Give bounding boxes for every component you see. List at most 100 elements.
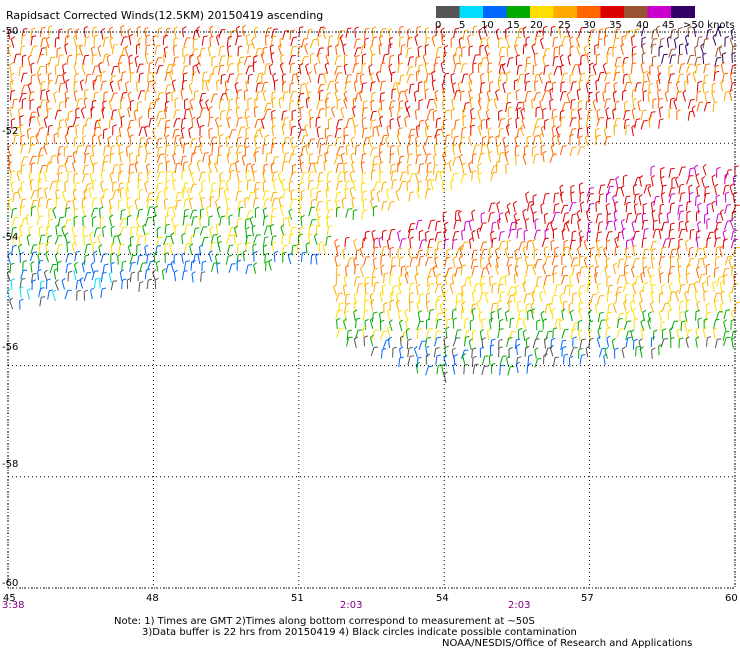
wind-barb [271, 92, 273, 102]
wind-barb-flag [362, 53, 367, 56]
wind-barb [227, 147, 230, 157]
wind-barb-flag [117, 233, 122, 237]
wind-barb-flag [563, 300, 568, 303]
wind-barb-flag [345, 264, 350, 268]
wind-barb-flag [85, 152, 90, 155]
wind-barb-flag [343, 90, 348, 94]
wind-barb [97, 236, 102, 246]
wind-barb [578, 65, 581, 75]
wind-barb [604, 99, 608, 109]
wind-barb-flag [30, 62, 35, 66]
wind-barb [317, 74, 320, 84]
wind-barb-flag [40, 280, 45, 283]
wind-barb [280, 226, 285, 236]
wind-barb [614, 66, 618, 76]
wind-barb-flag [32, 279, 37, 282]
wind-barb [81, 198, 84, 208]
wind-barb-flag [10, 262, 15, 265]
wind-barb-flag [658, 343, 663, 347]
wind-barb [195, 65, 200, 74]
wind-barb-flag [94, 91, 99, 94]
wind-barb [530, 206, 534, 215]
wind-barb [520, 110, 524, 120]
wind-barb [215, 36, 220, 46]
wind-barb [459, 138, 462, 148]
wind-barb [244, 138, 246, 149]
wind-barb-flag [442, 211, 447, 214]
wind-barb [497, 310, 500, 320]
wind-barb-flag [55, 224, 60, 227]
wind-barb [190, 261, 193, 271]
wind-barb-flag [495, 247, 499, 251]
wind-barb [128, 207, 130, 217]
wind-barb [379, 293, 383, 303]
wind-barb-flag [384, 53, 389, 56]
wind-barb [345, 75, 349, 85]
wind-barb [152, 272, 156, 281]
wind-barb [701, 283, 705, 293]
wind-barb [406, 340, 409, 350]
wind-barb-flag [477, 108, 482, 112]
wind-barb-flag [220, 64, 225, 67]
wind-barb [650, 303, 654, 313]
wind-barb [719, 211, 724, 221]
wind-barb [134, 200, 138, 210]
wind-barb-flag [668, 282, 673, 286]
wind-barb [109, 83, 114, 93]
wind-barb-flag [118, 199, 123, 202]
wind-barb [345, 28, 348, 38]
wind-barb-flag [474, 265, 479, 268]
wind-barb-flag [112, 181, 117, 184]
wind-barb [144, 55, 149, 65]
wind-barb-flag [726, 309, 731, 311]
wind-barb [217, 243, 221, 253]
wind-barb-flag [717, 25, 722, 29]
wind-barb [139, 263, 143, 272]
wind-barb-flag [504, 145, 509, 148]
wind-barb-flag [602, 90, 607, 94]
wind-barb-flag [580, 201, 585, 205]
wind-barb-flag [438, 240, 443, 243]
wind-barb [173, 46, 175, 56]
wind-barb-flag [625, 247, 630, 250]
wind-barb [606, 338, 609, 347]
wind-barb [334, 66, 338, 76]
wind-barb-flag [363, 100, 368, 103]
wind-barb-flag [41, 296, 46, 298]
wind-barb [317, 27, 322, 37]
wind-barb-flag [255, 206, 260, 210]
wind-barb [380, 256, 382, 266]
wind-barb-flag [373, 257, 378, 261]
wind-barb [631, 222, 635, 232]
wind-barb-flag [704, 74, 709, 77]
wind-barb [218, 56, 222, 66]
wind-barb-flag [536, 106, 541, 109]
wind-barb [686, 75, 689, 85]
wind-barb [164, 84, 168, 94]
wind-barb-flag [32, 272, 37, 275]
wind-barb-flag [414, 345, 418, 350]
wind-barb-flag [182, 187, 187, 190]
wind-barb [623, 82, 628, 92]
wind-barb-flag [390, 201, 395, 203]
wind-barb-flag [239, 200, 244, 203]
wind-barb [679, 193, 682, 203]
wind-barb [315, 118, 317, 128]
wind-barb-flag [92, 241, 97, 245]
wind-barb [188, 129, 191, 139]
wind-barb-flag [621, 227, 626, 231]
wind-barb-flag [145, 90, 150, 93]
wind-barb-flag [419, 229, 424, 233]
wind-barb [621, 230, 625, 240]
wind-barb [209, 243, 213, 253]
wind-barb [346, 257, 351, 267]
wind-barb [702, 166, 707, 176]
wind-barb [252, 198, 256, 208]
wind-barb-flag [731, 318, 736, 322]
wind-barb-flag [700, 43, 705, 47]
wind-barb-flag [632, 244, 637, 248]
wind-barb [64, 220, 68, 230]
wind-barb [356, 284, 360, 294]
wind-barb [380, 266, 383, 276]
wind-barb [83, 191, 86, 201]
